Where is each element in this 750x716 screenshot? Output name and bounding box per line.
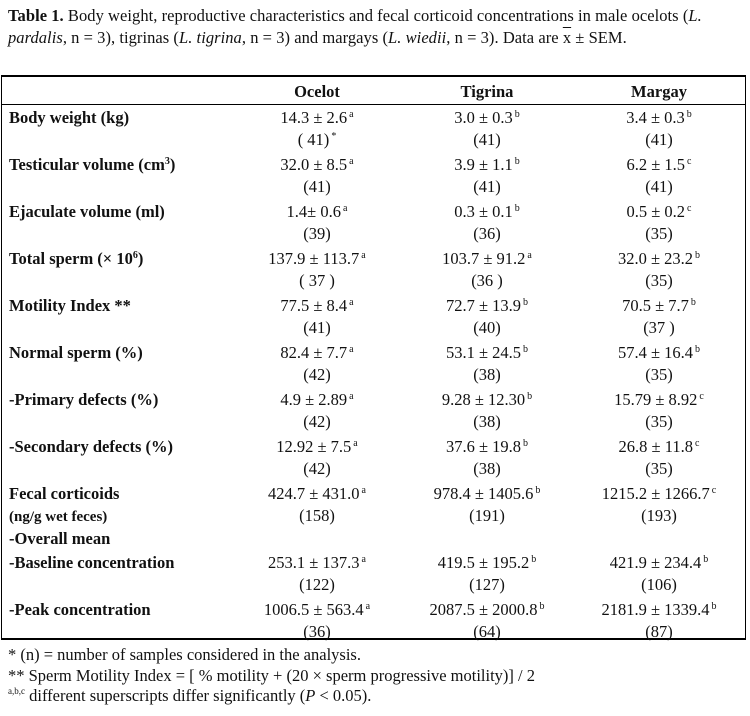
column-header-tigrina: Tigrina <box>460 82 514 101</box>
table-cell: 3.0 ± 0.3 b (41) <box>454 108 520 149</box>
column-header-margay: Margay <box>631 82 687 101</box>
table-cell: 419.5 ± 195.2 b (127) <box>437 553 537 594</box>
table-cell: 9.28 ± 12.30 b (38) <box>441 390 533 431</box>
table-cell: 32.0 ± 8.5 a (41) <box>280 155 354 196</box>
table-cell: 3.4 ± 0.3 b (41) <box>626 108 692 149</box>
table-cell: 0.5 ± 0.2 c (35) <box>626 202 692 243</box>
table-cell: 12.92 ± 7.5 a (42) <box>276 437 358 478</box>
table-cell: 57.4 ± 16.4 b (35) <box>617 343 701 384</box>
species-ocelot: L. pardalis <box>8 6 702 47</box>
table-cell: 137.9 ± 113.7 a( 37 ) <box>268 249 366 290</box>
caption-text-c: , n = 3) and margays ( <box>241 27 389 47</box>
table-cell: 253.1 ± 137.3 a (122) <box>267 553 366 594</box>
species-tigrina: L. tigrina <box>178 27 242 47</box>
table-cell: 424.7 ± 431.0 a (158) <box>267 484 366 525</box>
table-cell: 3.9 ± 1.1 b (41) <box>454 155 520 196</box>
row-label: Ejaculate volume (ml) <box>9 202 165 221</box>
table-cell: 2181.9 ± 1339.4 b (87) <box>601 600 717 641</box>
footnote-superscripts: a,b,c different superscripts differ sign… <box>8 686 372 705</box>
footnote-motility: ** Sperm Motility Index = [ % motility +… <box>8 665 535 685</box>
caption-text-a: Body weight, reproductive characteristic… <box>63 6 689 25</box>
row-label: Body weight (kg) <box>9 108 130 127</box>
footnote-superscript-letters: a,b,c <box>8 686 25 696</box>
table-cell: 26.8 ± 11.8 c (35) <box>618 437 700 478</box>
row-label: -Secondary defects (%) <box>9 437 174 456</box>
column-header-ocelot: Ocelot <box>294 82 340 101</box>
mean-symbol: x <box>562 27 572 47</box>
table-cell: 14.3 ± 2.6 a( 41) * <box>280 108 354 149</box>
row-label: Normal sperm (%) <box>9 343 143 362</box>
caption-text-d: , n = 3). Data are <box>446 27 563 47</box>
table-cell: 421.9 ± 234.4 b (106) <box>609 553 709 594</box>
table-cell: 4.9 ± 2.89 a (42) <box>280 390 354 431</box>
row-label: -Primary defects (%) <box>9 390 159 409</box>
table-cell: 1215.2 ± 1266.7 c (193) <box>601 484 717 525</box>
row-label: -Peak concentration <box>9 600 151 619</box>
table-cell: 1.4± 0.6 a (39) <box>286 202 348 243</box>
data-table: Ocelot Tigrina Margay Body weight (kg) 14… <box>1 75 746 641</box>
table-caption: Table 1. Body weight, reproductive chara… <box>8 5 744 48</box>
row-label: Motility Index ** <box>9 296 131 315</box>
table-label: Table 1. <box>8 6 64 25</box>
row-label: -Baseline concentration <box>9 553 175 572</box>
species-margay: L. wiedii <box>388 27 447 47</box>
table-cell: 72.7 ± 13.9 b (40) <box>445 296 529 337</box>
table-cell: 77.5 ± 8.4 a (41) <box>280 296 354 337</box>
caption-text-e: ± SEM. <box>571 27 627 47</box>
table-cell: 37.6 ± 19.8 b (38) <box>445 437 529 478</box>
table-header: Ocelot Tigrina Margay <box>2 77 745 105</box>
table-cell: 32.0 ± 23.2 b (35) <box>617 249 701 290</box>
row-label: Total sperm (× 106) <box>9 249 144 268</box>
table-footnotes: * (n) = number of samples considered in … <box>8 645 535 707</box>
table-cell: 15.79 ± 8.92 c (35) <box>614 390 704 431</box>
table-cell: 53.1 ± 24.5 b (38) <box>445 343 529 384</box>
row-label: Fecal corticoids (ng/g wet feces) -Overal… <box>9 484 120 548</box>
table-cell: 82.4 ± 7.7 a (42) <box>280 343 354 384</box>
table-cell: 1006.5 ± 563.4 a (36) <box>263 600 371 641</box>
table-cell: 70.5 ± 7.7 b (37 ) <box>622 296 696 337</box>
table-cell: 2087.5 ± 2000.8 b (64) <box>429 600 545 641</box>
table-cell: 103.7 ± 91.2 a (36 ) <box>442 249 532 290</box>
table-cell: 0.3 ± 0.1 b (36) <box>454 202 520 243</box>
footnote-samples: * (n) = number of samples considered in … <box>8 645 361 664</box>
table-cell: 978.4 ± 1405.6 b (191) <box>433 484 541 525</box>
row-label: Testicular volume (cm3) <box>9 155 176 174</box>
table-cell: 6.2 ± 1.5 c (41) <box>626 155 692 196</box>
caption-text-b: , n = 3), tigrinas ( <box>62 27 179 47</box>
